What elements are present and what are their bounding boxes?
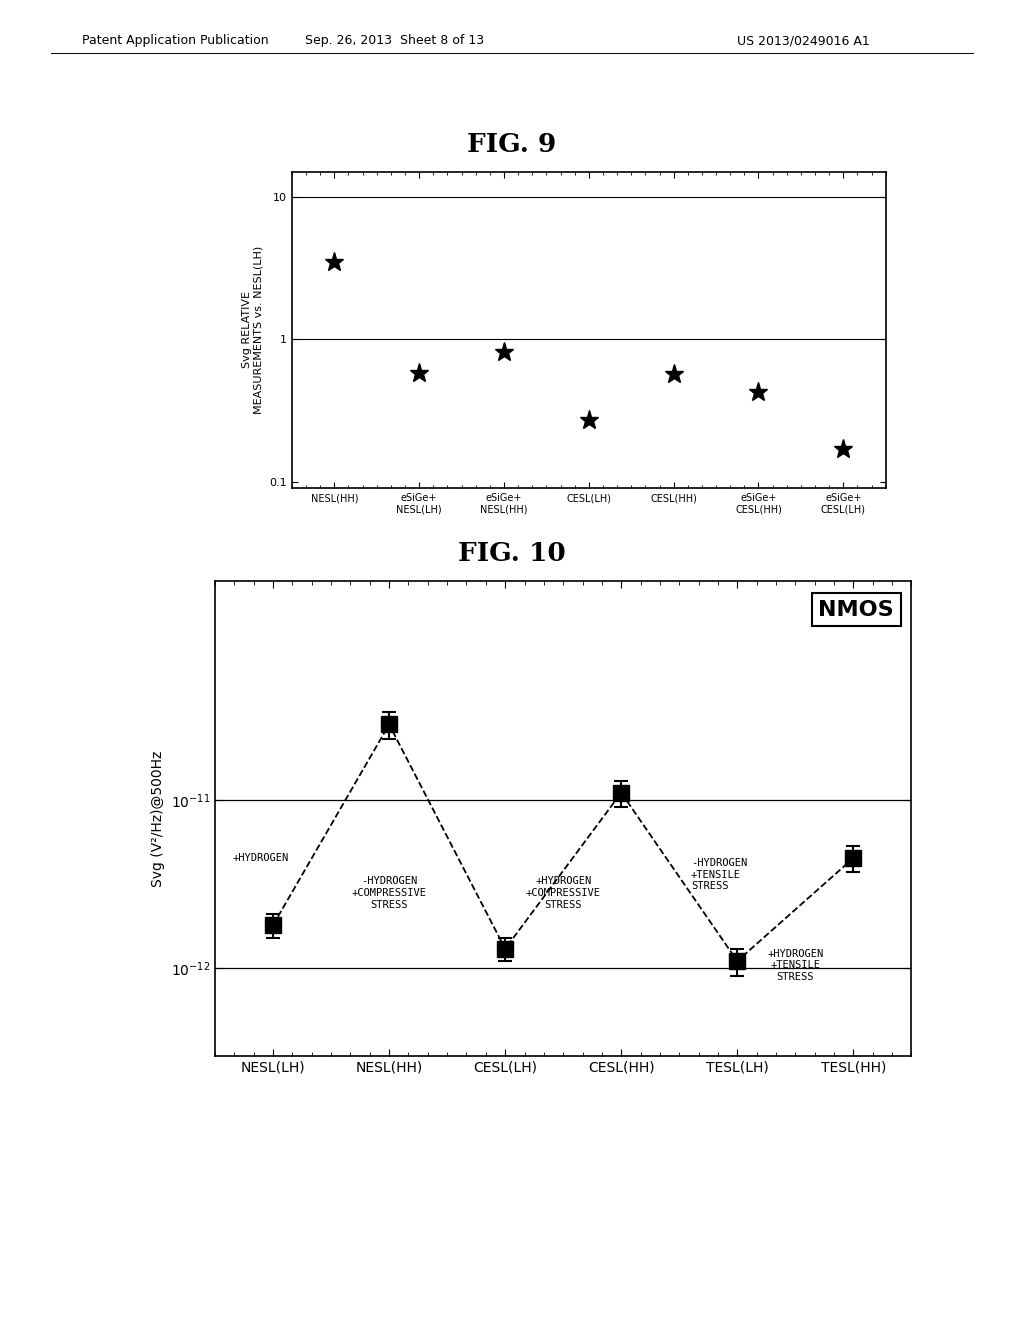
Text: FIG. 10: FIG. 10 (458, 541, 566, 566)
Text: -HYDROGEN
+COMPRESSIVE
STRESS: -HYDROGEN +COMPRESSIVE STRESS (351, 876, 427, 909)
Text: US 2013/0249016 A1: US 2013/0249016 A1 (737, 34, 870, 48)
Text: -HYDROGEN
+TENSILE
STRESS: -HYDROGEN +TENSILE STRESS (691, 858, 748, 891)
Text: NMOS: NMOS (818, 599, 894, 620)
Text: +HYDROGEN
+TENSILE
STRESS: +HYDROGEN +TENSILE STRESS (767, 949, 823, 982)
Text: Patent Application Publication: Patent Application Publication (82, 34, 268, 48)
Text: FIG. 9: FIG. 9 (467, 132, 557, 157)
Y-axis label: Svg RELATIVE
MEASUREMENTS vs. NESL(LH): Svg RELATIVE MEASUREMENTS vs. NESL(LH) (243, 246, 264, 414)
Text: Sep. 26, 2013  Sheet 8 of 13: Sep. 26, 2013 Sheet 8 of 13 (305, 34, 483, 48)
Text: +HYDROGEN: +HYDROGEN (232, 853, 289, 863)
Text: +HYDROGEN
+COMPRESSIVE
STRESS: +HYDROGEN +COMPRESSIVE STRESS (525, 876, 601, 909)
Y-axis label: Svg (V²/Hz)@500Hz: Svg (V²/Hz)@500Hz (152, 750, 165, 887)
